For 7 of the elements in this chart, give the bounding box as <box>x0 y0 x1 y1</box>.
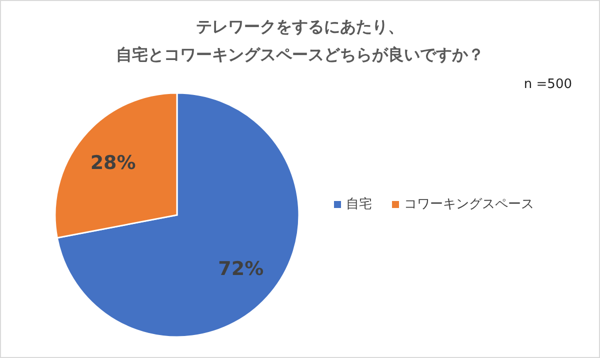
legend-label: 自宅 <box>346 196 372 212</box>
legend-label: コワーキングスペース <box>404 197 534 212</box>
text: n =500 <box>524 77 572 92</box>
chart-title: テレワークをするにあたり、 <box>196 17 404 36</box>
data-label: 72% <box>218 258 264 280</box>
data-label: 28% <box>90 152 136 174</box>
chart-subtitle: 自宅とコワーキングスペースどちらが良いですか？ <box>116 45 484 64</box>
